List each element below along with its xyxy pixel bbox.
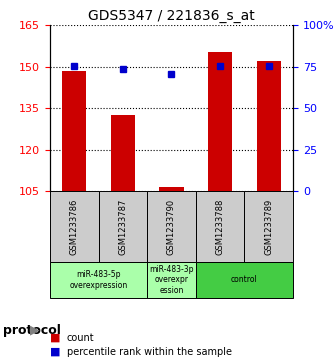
FancyBboxPatch shape xyxy=(50,262,147,298)
Bar xyxy=(160,187,184,191)
Text: GSM1233788: GSM1233788 xyxy=(215,199,225,255)
Text: GSM1233787: GSM1233787 xyxy=(118,199,128,255)
FancyBboxPatch shape xyxy=(244,191,293,262)
Text: ▶: ▶ xyxy=(30,324,40,337)
Text: miR-483-5p
overexpression: miR-483-5p overexpression xyxy=(70,270,128,290)
FancyBboxPatch shape xyxy=(50,191,99,262)
Title: GDS5347 / 221836_s_at: GDS5347 / 221836_s_at xyxy=(88,9,255,23)
FancyBboxPatch shape xyxy=(147,191,196,262)
Text: GSM1233790: GSM1233790 xyxy=(167,199,176,255)
FancyBboxPatch shape xyxy=(196,191,244,262)
FancyBboxPatch shape xyxy=(196,262,293,298)
FancyBboxPatch shape xyxy=(147,262,196,298)
Text: count: count xyxy=(67,333,94,343)
Bar xyxy=(62,71,87,191)
Text: protocol: protocol xyxy=(3,324,61,337)
Bar xyxy=(257,61,281,191)
Text: GSM1233789: GSM1233789 xyxy=(264,199,273,255)
Bar xyxy=(208,52,232,191)
Text: percentile rank within the sample: percentile rank within the sample xyxy=(67,347,231,357)
Text: ■: ■ xyxy=(50,333,61,343)
Bar xyxy=(111,115,135,191)
Text: control: control xyxy=(231,276,258,284)
Text: miR-483-3p
overexpr
ession: miR-483-3p overexpr ession xyxy=(149,265,194,295)
FancyBboxPatch shape xyxy=(99,191,147,262)
Text: GSM1233786: GSM1233786 xyxy=(70,199,79,255)
Text: ■: ■ xyxy=(50,347,61,357)
